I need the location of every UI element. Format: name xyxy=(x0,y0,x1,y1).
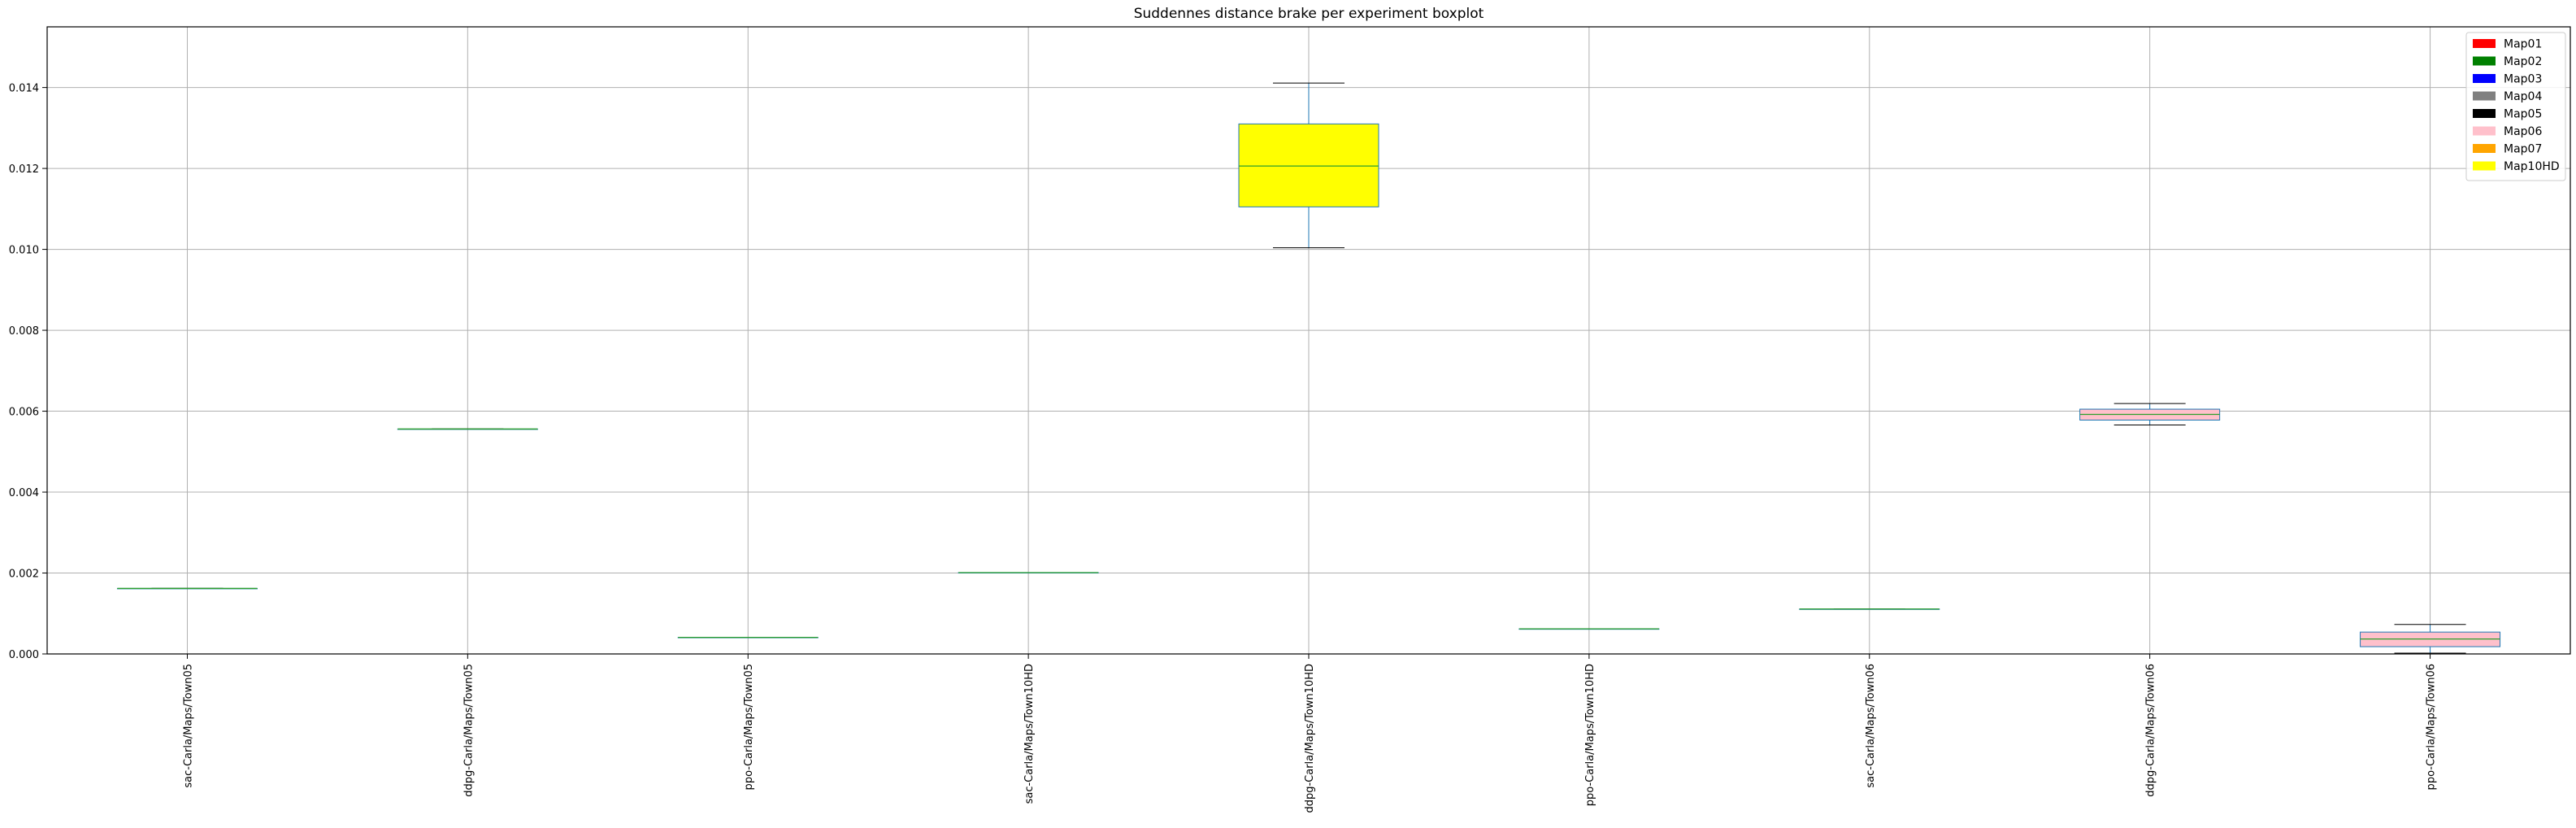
box-ddpg-Carla/Maps/Town06 xyxy=(2079,403,2221,425)
box-ppo-Carla/Maps/Town10HD xyxy=(1518,628,1660,630)
chart-title: Suddennes distance brake per experiment … xyxy=(1134,6,1484,22)
legend-swatch-Map07 xyxy=(2473,144,2496,153)
legend-label: Map03 xyxy=(2504,73,2542,86)
y-tick-label: 0.000 xyxy=(9,649,39,661)
x-axis: sac-Carla/Maps/Town05 ddpg-Carla/Maps/Tow… xyxy=(182,654,2438,813)
legend-swatch-Map02 xyxy=(2473,56,2496,66)
legend-label: Map05 xyxy=(2504,108,2542,121)
legend-frame xyxy=(2465,32,2566,181)
legend-swatch-Map06 xyxy=(2473,126,2496,136)
legend-label: Map07 xyxy=(2504,143,2542,156)
legend-label: Map06 xyxy=(2504,125,2542,138)
x-tick-label: sac-Carla/Maps/Town06 xyxy=(1865,664,1877,788)
legend-label: Map10HD xyxy=(2504,160,2560,173)
box-sac-Carla/Maps/Town05 xyxy=(116,587,258,590)
legend: Map01 Map02 Map03 Map04 Map05 Map06 Map07 Map10… xyxy=(2465,32,2566,181)
box-ppo-Carla/Maps/Town06 xyxy=(2360,624,2501,654)
x-tick-label: sac-Carla/Maps/Town05 xyxy=(182,664,194,788)
box-layer xyxy=(116,82,2501,654)
y-tick-label: 0.004 xyxy=(9,487,39,499)
x-tick-label: ppo-Carla/Maps/Town05 xyxy=(743,664,755,790)
y-tick-label: 0.006 xyxy=(9,407,39,419)
legend-swatch-Map10HD xyxy=(2473,161,2496,171)
box-sac-Carla/Maps/Town06 xyxy=(1799,608,1940,610)
x-tick-label: ppo-Carla/Maps/Town10HD xyxy=(1584,664,1596,806)
x-tick-label: ppo-Carla/Maps/Town06 xyxy=(2426,664,2438,790)
legend-swatch-Map01 xyxy=(2473,39,2496,48)
x-tick-label: ddpg-Carla/Maps/Town10HD xyxy=(1304,664,1316,813)
box-ddpg-Carla/Maps/Town10HD xyxy=(1238,82,1379,249)
y-tick-label: 0.010 xyxy=(9,245,39,257)
y-tick-label: 0.014 xyxy=(9,83,39,95)
y-tick-label: 0.008 xyxy=(9,325,39,338)
legend-swatch-Map04 xyxy=(2473,91,2496,101)
legend-label: Map01 xyxy=(2504,38,2542,51)
grid-layer xyxy=(47,27,2570,655)
x-tick-label: ddpg-Carla/Maps/Town06 xyxy=(2145,664,2157,797)
legend-label: Map04 xyxy=(2504,90,2542,103)
legend-label: Map02 xyxy=(2504,55,2542,68)
x-tick-label: sac-Carla/Maps/Town10HD xyxy=(1023,664,1036,804)
y-tick-label: 0.012 xyxy=(9,163,39,176)
legend-swatch-Map03 xyxy=(2473,74,2496,83)
x-tick-label: ddpg-Carla/Maps/Town05 xyxy=(463,664,475,797)
y-tick-label: 0.002 xyxy=(9,569,39,581)
legend-swatch-Map05 xyxy=(2473,109,2496,118)
y-axis: 0.000 0.002 0.004 0.006 0.008 0.010 0.012 0.014 xyxy=(9,83,47,661)
box-body xyxy=(1238,123,1379,207)
